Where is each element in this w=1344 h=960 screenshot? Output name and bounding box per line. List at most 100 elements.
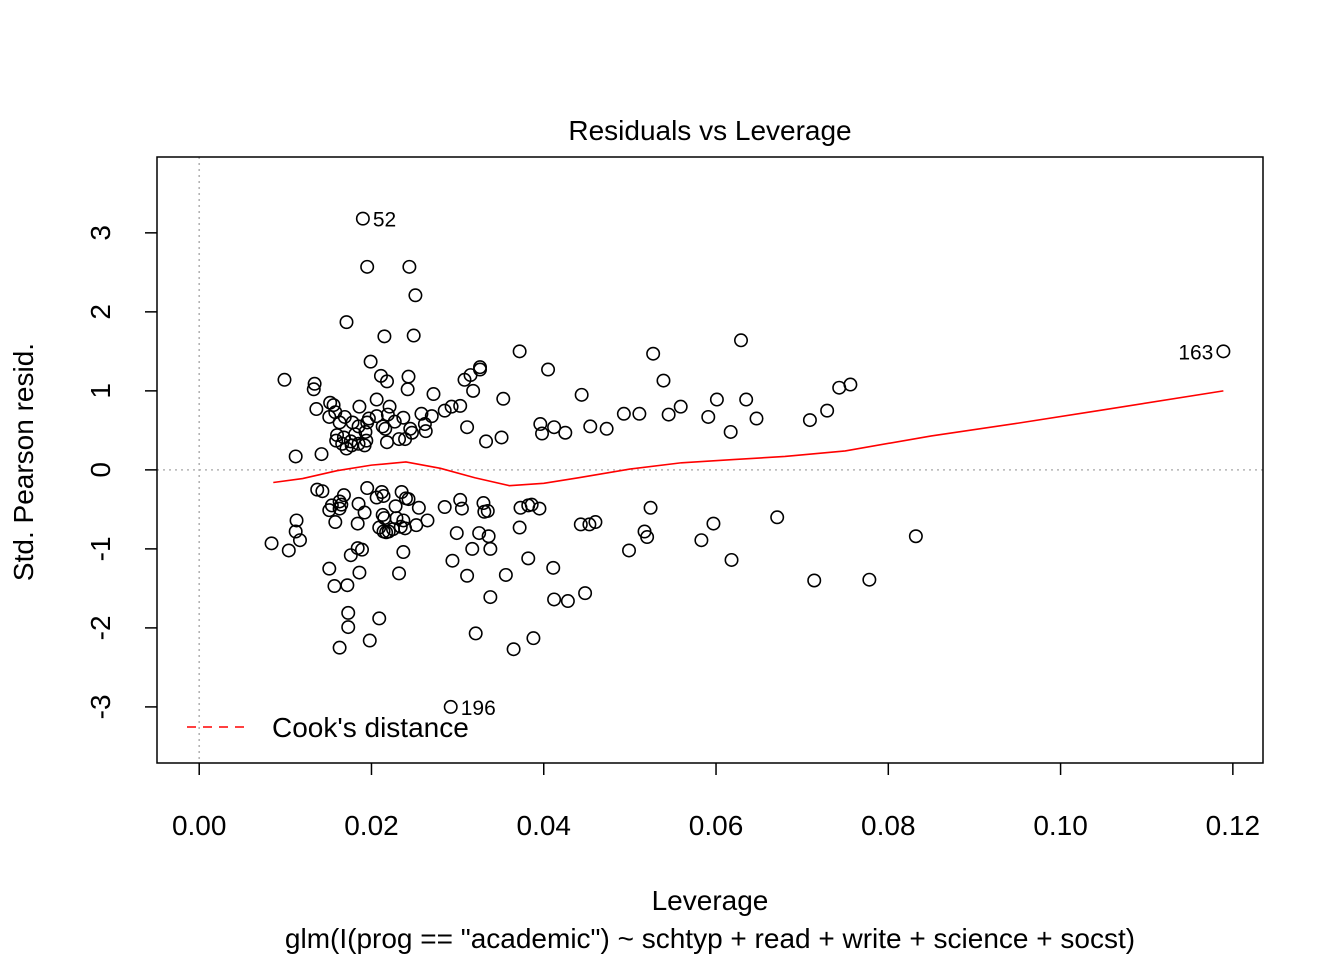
data-point: [377, 329, 392, 344]
data-point: [558, 425, 573, 440]
data-point: [288, 449, 303, 464]
data-point: [339, 315, 354, 330]
data-point: [734, 333, 749, 348]
data-point: [449, 526, 464, 541]
data-point: [802, 413, 817, 428]
data-point: [480, 503, 495, 518]
data-point: [1216, 344, 1231, 359]
data-point: [547, 592, 562, 607]
data-point: [414, 406, 429, 421]
data-point: [398, 521, 413, 536]
data-point: [351, 436, 366, 451]
data-point: [661, 407, 676, 422]
data-point: [694, 533, 709, 548]
data-point: [437, 500, 452, 515]
data-point: [573, 517, 588, 532]
data-point: [588, 515, 603, 530]
data-point: [396, 545, 411, 560]
data-point: [453, 492, 468, 507]
data-point: [281, 543, 296, 558]
data-point: [706, 516, 721, 531]
point-label: 163: [1178, 341, 1213, 364]
data-point: [355, 211, 370, 226]
data-point: [453, 398, 468, 413]
data-point: [292, 533, 307, 548]
data-point: [535, 426, 550, 441]
x-tick-label: 0.12: [1206, 810, 1261, 841]
legend: Cook's distance: [187, 712, 469, 743]
data-point: [340, 578, 355, 593]
data-point: [460, 420, 475, 435]
data-point: [673, 399, 688, 414]
data-point: [420, 513, 435, 528]
data-point: [402, 259, 417, 274]
data-point: [322, 561, 337, 576]
y-tick-label: 0: [85, 462, 116, 478]
data-point: [341, 605, 356, 620]
data-point: [521, 551, 536, 566]
data-point: [770, 510, 785, 525]
data-point: [306, 382, 321, 397]
data-point: [351, 496, 366, 511]
data-point: [387, 414, 402, 429]
point-labels: 52 163 196: [373, 209, 1214, 720]
data-point: [324, 498, 339, 513]
data-point: [360, 415, 375, 430]
data-point: [622, 543, 637, 558]
legend-label: Cook's distance: [272, 712, 469, 743]
data-point: [335, 436, 350, 451]
data-point: [463, 368, 478, 383]
data-point: [533, 417, 548, 432]
axis-ticks: 0.00 0.02 0.04 0.06 0.08 0.10 0.12 -3 -2 -1 0 1 2 3: [85, 225, 1260, 841]
data-point: [372, 611, 387, 626]
point-label: 52: [373, 209, 396, 232]
data-point: [392, 432, 407, 447]
data-point: [392, 566, 407, 581]
smooth-trend-line: [273, 390, 1224, 487]
data-point: [343, 548, 358, 563]
data-point: [355, 542, 370, 557]
data-point: [264, 536, 279, 551]
data-point: [360, 259, 375, 274]
data-point: [483, 590, 498, 605]
data-point: [739, 392, 754, 407]
data-point: [724, 552, 739, 567]
data-point: [408, 288, 423, 303]
data-point: [336, 488, 351, 503]
data-point: [418, 424, 433, 439]
x-tick-label: 0.08: [861, 810, 916, 841]
data-point: [424, 409, 439, 424]
data-point: [578, 586, 593, 601]
data-point: [546, 560, 561, 575]
x-tick-label: 0.04: [517, 810, 572, 841]
data-point: [350, 516, 365, 531]
x-axis-label: Leverage: [652, 885, 769, 916]
data-point: [332, 640, 347, 655]
data-point: [352, 399, 367, 414]
data-point: [465, 541, 480, 556]
data-point: [444, 399, 459, 414]
data-point: [443, 699, 458, 714]
data-point: [380, 407, 395, 422]
data-point: [401, 369, 416, 384]
data-point: [332, 501, 347, 516]
data-point: [289, 513, 304, 528]
data-point: [396, 513, 411, 528]
data-point: [309, 402, 324, 417]
data-point: [701, 409, 716, 424]
data-point: [375, 419, 390, 434]
data-point: [369, 392, 384, 407]
data-point: [352, 565, 367, 580]
data-point: [376, 488, 391, 503]
data-point: [328, 515, 343, 530]
data-point: [426, 387, 441, 402]
data-point: [908, 529, 923, 544]
y-tick-label: 2: [85, 304, 116, 320]
data-point: [541, 362, 556, 377]
data-point: [532, 501, 547, 516]
data-point: [749, 411, 764, 426]
data-point: [314, 447, 329, 462]
data-point: [512, 344, 527, 359]
data-point: [709, 392, 724, 407]
data-point: [437, 403, 452, 418]
